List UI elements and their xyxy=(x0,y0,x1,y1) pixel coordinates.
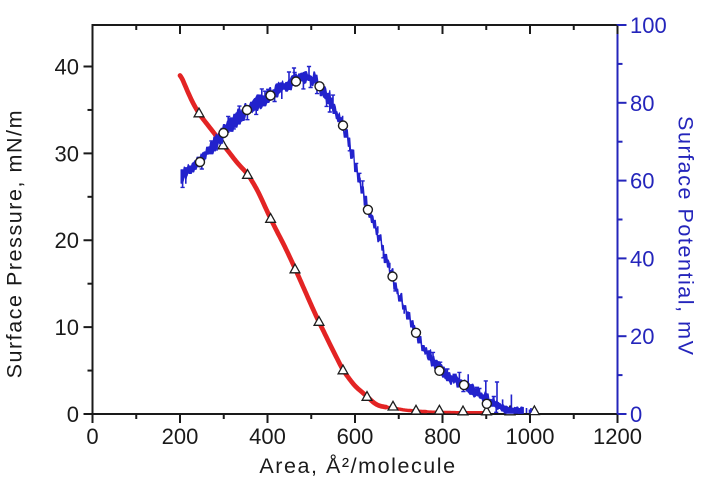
svg-text:10: 10 xyxy=(55,315,79,340)
svg-text:30: 30 xyxy=(55,141,79,166)
svg-text:1200: 1200 xyxy=(593,424,642,449)
svg-text:200: 200 xyxy=(162,424,199,449)
svg-text:100: 100 xyxy=(630,13,667,38)
svg-text:80: 80 xyxy=(630,91,654,116)
svg-text:0: 0 xyxy=(86,424,98,449)
svg-text:400: 400 xyxy=(249,424,286,449)
svg-text:Surface Pressure, mN/m: Surface Pressure, mN/m xyxy=(2,109,26,378)
svg-text:600: 600 xyxy=(337,424,374,449)
svg-text:Surface Potential, mV: Surface Potential, mV xyxy=(674,116,698,356)
svg-text:1000: 1000 xyxy=(506,424,555,449)
svg-text:20: 20 xyxy=(630,324,654,349)
svg-text:Area, Å²/molecule: Area, Å²/molecule xyxy=(259,454,456,478)
svg-text:40: 40 xyxy=(630,246,654,271)
svg-text:40: 40 xyxy=(55,55,79,80)
svg-text:60: 60 xyxy=(630,169,654,194)
svg-text:800: 800 xyxy=(424,424,461,449)
svg-text:0: 0 xyxy=(630,402,642,427)
svg-text:0: 0 xyxy=(67,402,79,427)
svg-text:20: 20 xyxy=(55,228,79,253)
